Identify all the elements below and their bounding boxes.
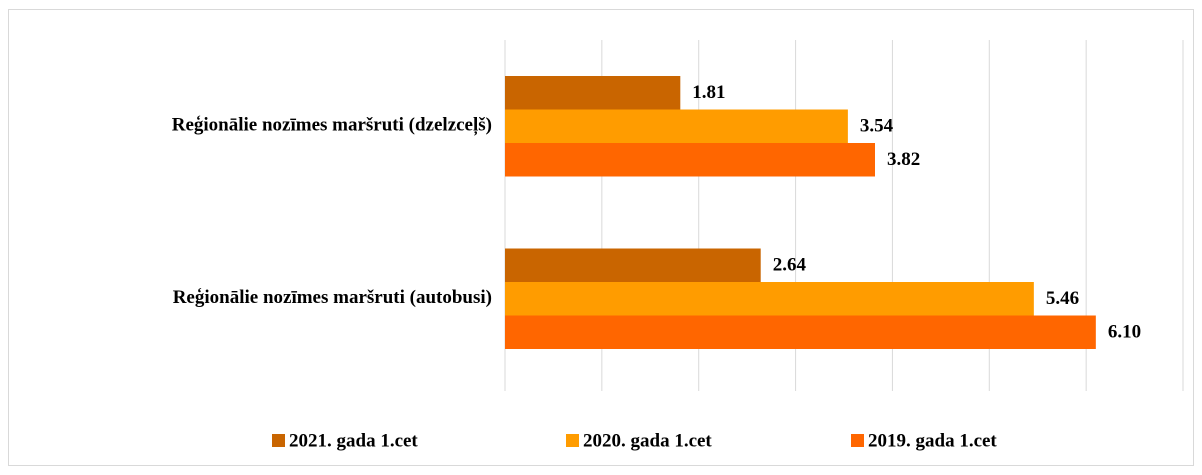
value-label: 3.82	[887, 149, 920, 170]
legend-swatch	[851, 434, 864, 447]
bar	[505, 282, 1034, 316]
value-label: 2.64	[773, 255, 807, 276]
value-label: 5.46	[1046, 288, 1079, 309]
value-label: 3.54	[860, 116, 894, 137]
legend-label: 2020. gada 1.cet	[583, 430, 712, 451]
y-tick-label: Reģionālie nozīmes maršruti (dzelzceļš)	[172, 115, 492, 136]
bar	[505, 315, 1096, 349]
legend-label: 2019. gada 1.cet	[868, 430, 997, 451]
value-label: 6.10	[1108, 322, 1141, 343]
legend-swatch	[566, 434, 579, 447]
bar	[505, 248, 761, 282]
legend-swatch	[272, 434, 285, 447]
legend-label: 2021. gada 1.cet	[289, 430, 418, 451]
bar	[505, 109, 848, 143]
y-tick-label: Reģionālie nozīmes maršruti (autobusi)	[173, 287, 492, 308]
bar	[505, 143, 875, 177]
bar	[505, 76, 681, 110]
value-label: 1.81	[692, 82, 725, 103]
